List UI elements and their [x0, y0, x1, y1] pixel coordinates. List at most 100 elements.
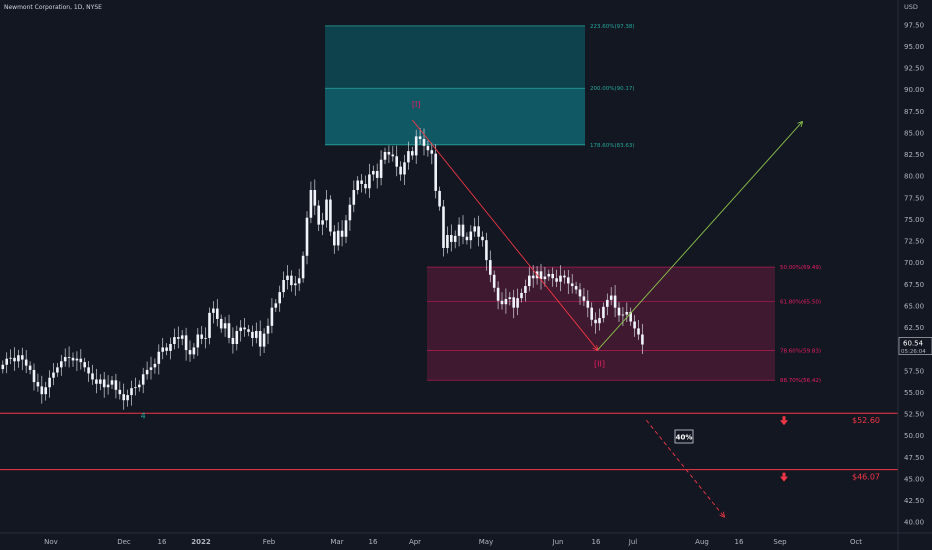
y-tick-label: 55.00: [904, 389, 924, 397]
support-price-label: $52.60: [852, 416, 880, 425]
candle-body: [446, 235, 449, 248]
candle-body: [567, 277, 570, 284]
candle-body: [1, 364, 5, 370]
x-tick-label: Dec: [117, 538, 131, 546]
x-tick-label: Mar: [330, 538, 343, 546]
candle-body: [598, 318, 601, 324]
candle-body: [563, 275, 566, 278]
y-tick-label: 82.50: [904, 151, 924, 159]
candle-body: [106, 384, 110, 388]
candle-body: [157, 351, 161, 364]
candle-body: [508, 297, 512, 300]
candle-body: [582, 296, 586, 301]
candle-body: [391, 154, 395, 157]
x-tick-label: Aug: [695, 538, 709, 546]
candle-body: [481, 236, 484, 241]
countdown-timer: 05:26:04: [901, 349, 926, 355]
candle-body: [305, 217, 309, 256]
candle-body: [329, 199, 332, 232]
x-tick-label: Jul: [628, 538, 638, 546]
candle-body: [134, 387, 137, 389]
candle-body: [258, 331, 262, 347]
candle-body: [473, 226, 476, 232]
candle-body: [188, 350, 192, 355]
candle-body: [457, 224, 461, 236]
candle-body: [570, 283, 574, 287]
y-tick-label: 97.50: [904, 21, 924, 29]
candle-body: [430, 150, 434, 154]
candle-body: [235, 331, 239, 344]
candle-body: [602, 306, 605, 319]
fib-lower-level-label: 78.60%(59.83): [780, 349, 821, 355]
candle-body: [102, 379, 106, 388]
probability-label: 40%: [676, 434, 693, 442]
candle-body: [231, 337, 235, 344]
x-tick-label: 16: [592, 538, 601, 546]
candle-body: [24, 359, 28, 366]
candle-body: [375, 170, 379, 178]
candle-body: [551, 273, 554, 279]
candle-body: [36, 382, 40, 387]
candle-body: [528, 275, 531, 287]
last-price-value: 60.54: [903, 340, 924, 348]
fib-upper-level-label: 178.60%(83.63): [590, 143, 635, 149]
support-price-label: $46.07: [852, 473, 880, 482]
candle-body: [282, 279, 285, 293]
candle-body: [13, 357, 16, 362]
fib-retracement-zone: [427, 267, 775, 381]
candle-body: [313, 190, 317, 206]
candle-body: [543, 276, 547, 280]
wave-label: [I]: [412, 100, 421, 109]
candle-body: [520, 292, 523, 299]
lines-layer: $52.60 $46.07 4 [I] [II] 40%: [0, 100, 898, 517]
candle-body: [340, 230, 344, 237]
candle-body: [352, 190, 356, 205]
x-tick-label: 16: [735, 538, 744, 546]
candle-body: [110, 380, 114, 385]
candle-body: [153, 363, 157, 368]
y-tick-label: 62.50: [904, 324, 924, 332]
candle-body: [60, 361, 63, 368]
candle-body: [56, 367, 59, 373]
currency-label: USD: [904, 3, 918, 11]
candle-body: [383, 151, 387, 160]
candle-body: [262, 333, 266, 347]
candle-body: [83, 362, 86, 368]
candle-body: [114, 380, 118, 390]
candle-body: [40, 386, 44, 395]
candle-body: [559, 275, 562, 282]
candle-body: [278, 292, 281, 304]
wave-label: [II]: [594, 359, 605, 368]
candle-body: [325, 199, 328, 221]
candle-body: [594, 319, 597, 324]
candle-body: [438, 190, 441, 207]
candle-body: [609, 295, 613, 300]
candle-body: [192, 347, 196, 355]
y-tick-label: 45.00: [904, 475, 924, 483]
candle-body: [91, 373, 94, 380]
candle-body: [32, 369, 36, 383]
candle-body: [477, 226, 480, 237]
candle-body: [512, 297, 515, 308]
candle-body: [71, 357, 75, 361]
y-tick-label: 85.00: [904, 129, 924, 137]
candle-body: [461, 224, 465, 237]
candle-body: [606, 299, 609, 307]
candle-body: [411, 151, 414, 156]
candle-body: [149, 367, 153, 370]
candle-body: [266, 325, 270, 334]
fib-upper-level-label: 200.00%(90.17): [590, 86, 635, 92]
candle-body: [138, 384, 141, 388]
candle-body: [17, 355, 20, 362]
candle-body: [309, 190, 313, 218]
x-tick-label: Sep: [773, 538, 787, 546]
candle-body: [5, 358, 8, 365]
candle-body: [44, 387, 47, 395]
y-tick-label: 47.50: [904, 454, 924, 462]
y-tick-label: 57.50: [904, 367, 924, 375]
candle-body: [255, 331, 258, 338]
candle-body: [496, 287, 500, 301]
